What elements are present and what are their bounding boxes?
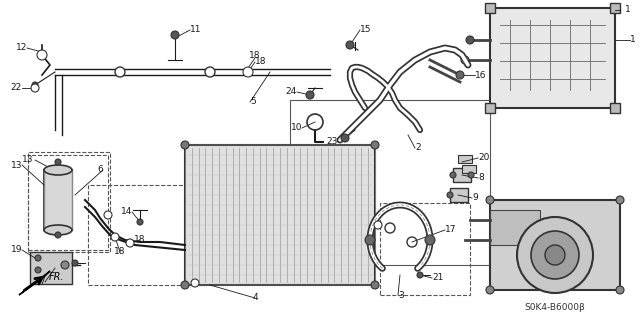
Bar [44, 170, 72, 230]
Text: 15: 15 [360, 26, 371, 34]
Circle shape [181, 141, 189, 149]
Text: 23: 23 [326, 137, 338, 146]
Text: 1: 1 [625, 5, 631, 14]
Bar [485, 103, 495, 113]
Text: 13: 13 [22, 155, 34, 165]
Bar [458, 155, 472, 163]
Text: 4: 4 [252, 293, 258, 302]
Text: 11: 11 [190, 26, 202, 34]
Circle shape [456, 71, 464, 79]
Text: 17: 17 [445, 226, 456, 234]
Circle shape [531, 231, 579, 279]
Text: FR.: FR. [49, 272, 65, 282]
Bar [88, 185, 203, 285]
Text: 5: 5 [250, 98, 256, 107]
Circle shape [517, 217, 593, 293]
Circle shape [545, 245, 565, 265]
Text: 1: 1 [630, 35, 636, 44]
Circle shape [104, 211, 112, 219]
Bar [490, 210, 540, 245]
Text: S0K4-B6000β: S0K4-B6000β [525, 303, 586, 313]
Circle shape [72, 260, 78, 266]
Circle shape [461, 56, 469, 64]
Text: 21: 21 [432, 273, 444, 283]
Circle shape [137, 219, 143, 225]
Circle shape [205, 67, 215, 77]
Text: 9: 9 [472, 194, 477, 203]
Ellipse shape [44, 165, 72, 175]
Text: 2: 2 [415, 144, 420, 152]
Bar [462, 165, 476, 173]
Bar [610, 103, 620, 113]
Text: 8: 8 [478, 174, 484, 182]
Circle shape [447, 192, 453, 198]
Text: 18: 18 [249, 50, 260, 60]
Text: 20: 20 [478, 153, 490, 162]
Circle shape [616, 196, 624, 204]
Circle shape [306, 91, 314, 99]
Bar [450, 188, 468, 202]
Circle shape [425, 235, 435, 245]
Bar [185, 145, 375, 285]
Circle shape [371, 281, 379, 289]
Circle shape [35, 255, 41, 261]
Text: 22: 22 [11, 84, 22, 93]
Circle shape [365, 235, 375, 245]
Circle shape [341, 134, 349, 142]
Bar [485, 3, 495, 13]
Circle shape [37, 50, 47, 60]
Text: 19: 19 [10, 246, 22, 255]
Circle shape [35, 267, 41, 273]
Bar [290, 100, 490, 265]
Circle shape [486, 286, 494, 294]
Bar [610, 3, 620, 13]
Circle shape [115, 67, 125, 77]
Circle shape [371, 141, 379, 149]
Text: 6: 6 [97, 166, 103, 174]
Bar [490, 200, 620, 290]
Bar [380, 203, 470, 295]
Circle shape [468, 172, 474, 178]
Circle shape [171, 31, 179, 39]
Text: 14: 14 [120, 207, 132, 217]
Text: 7: 7 [39, 278, 45, 286]
Circle shape [374, 221, 382, 229]
Text: 24: 24 [285, 87, 297, 97]
Circle shape [450, 172, 456, 178]
Circle shape [55, 159, 61, 165]
Circle shape [346, 41, 354, 49]
Circle shape [191, 279, 199, 287]
Circle shape [486, 196, 494, 204]
Text: 3: 3 [398, 291, 404, 300]
Text: 13: 13 [10, 160, 22, 169]
Bar [30, 252, 72, 284]
Circle shape [111, 233, 119, 241]
Ellipse shape [44, 225, 72, 235]
Text: 18: 18 [255, 57, 266, 66]
Circle shape [32, 82, 38, 88]
Circle shape [466, 36, 474, 44]
Text: 16: 16 [475, 70, 486, 79]
Circle shape [61, 261, 69, 269]
Circle shape [417, 272, 423, 278]
Text: 10: 10 [291, 123, 302, 132]
Bar [453, 168, 471, 182]
Circle shape [243, 67, 253, 77]
Circle shape [126, 239, 134, 247]
Text: 18: 18 [115, 248, 125, 256]
Bar [28, 152, 110, 252]
Text: 12: 12 [15, 43, 27, 53]
Circle shape [181, 281, 189, 289]
Circle shape [31, 84, 39, 92]
Polygon shape [19, 271, 50, 295]
Circle shape [55, 232, 61, 238]
Circle shape [616, 286, 624, 294]
Text: 18: 18 [134, 235, 146, 244]
Bar [28, 155, 108, 250]
Bar [490, 8, 615, 108]
